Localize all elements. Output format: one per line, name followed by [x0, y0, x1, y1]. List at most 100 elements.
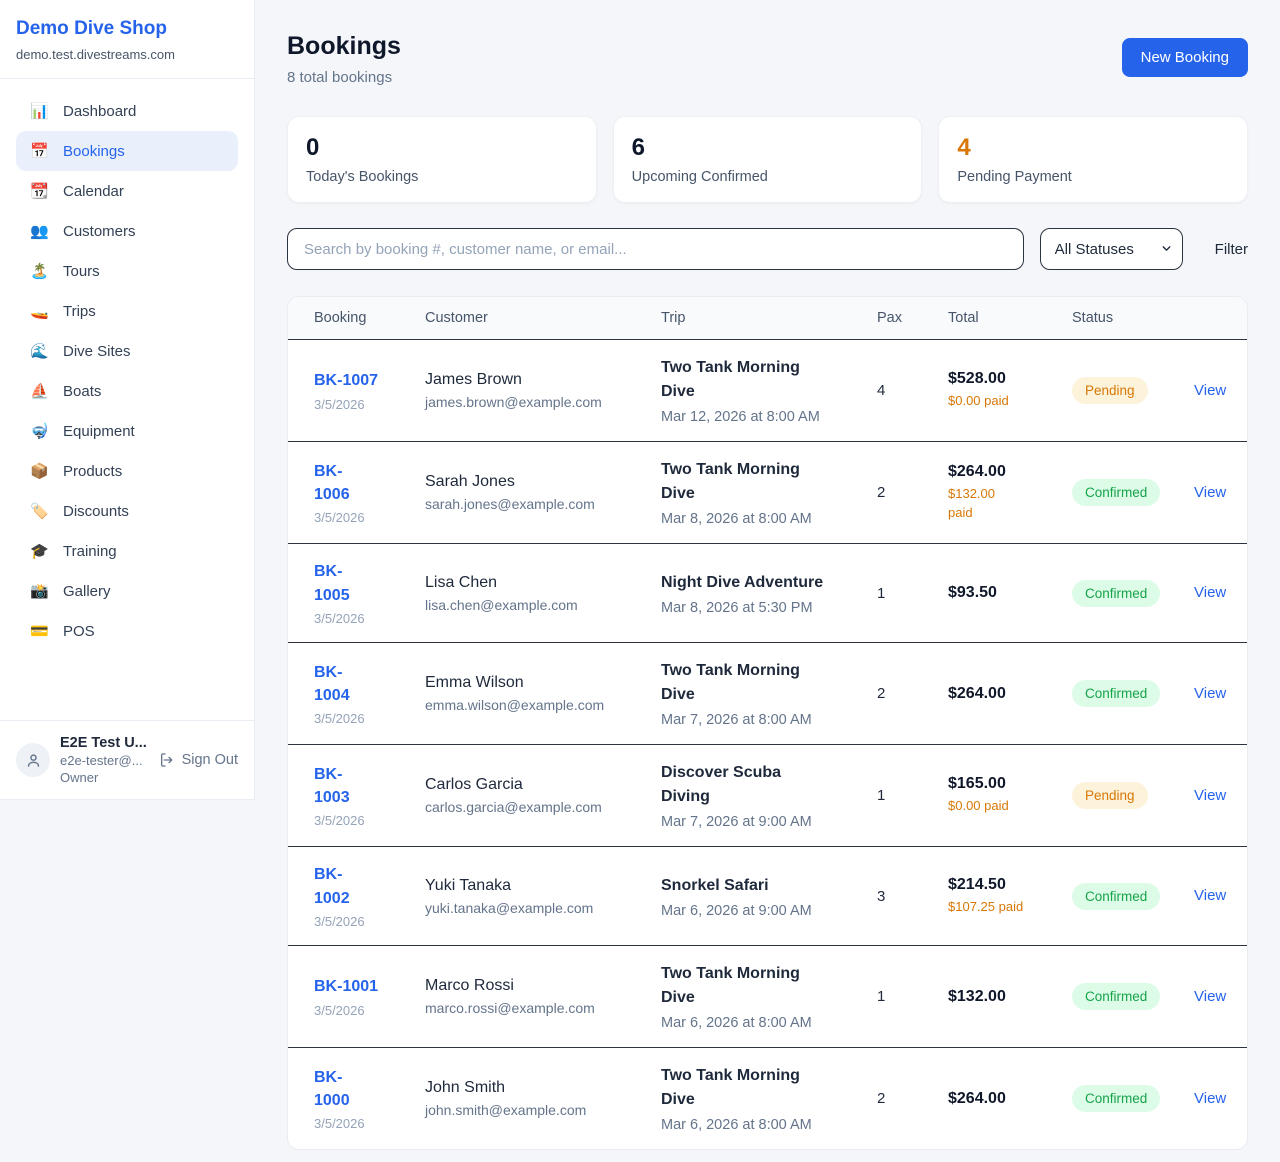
customer-name: Marco Rossi	[425, 977, 514, 994]
sidebar-item-bookings[interactable]: 📅 Bookings	[16, 131, 238, 171]
booking-cell: BK- 1006 3/5/2026	[314, 460, 425, 525]
total-cell: $214.50 $107.25 paid	[948, 876, 1072, 917]
trip-time: Mar 8, 2026 at 5:30 PM	[661, 599, 813, 616]
view-link[interactable]: View	[1194, 381, 1227, 399]
new-booking-button[interactable]: New Booking	[1121, 38, 1248, 77]
pax-cell: 1	[877, 584, 886, 602]
status-badge: Confirmed	[1072, 983, 1161, 1010]
customer-name: James Brown	[425, 371, 522, 388]
user-meta: E2E Test U... e2e-tester@... Owner	[60, 735, 149, 785]
trip-name: Two Tank Morning Dive	[661, 359, 800, 400]
booking-id-link[interactable]: BK- 1003	[314, 765, 350, 806]
page-subtitle: 8 total bookings	[287, 69, 393, 86]
view-link[interactable]: View	[1194, 987, 1227, 1005]
status-select[interactable]: All Statuses	[1039, 228, 1183, 270]
customer-cell: Sarah Jones sarah.jones@example.com	[425, 473, 661, 512]
pax-cell: 1	[877, 787, 886, 804]
status-badge: Confirmed	[1072, 1085, 1161, 1112]
column-header-trip: Trip	[661, 310, 686, 326]
booking-id-link[interactable]: BK- 1002	[314, 866, 350, 907]
trip-time: Mar 6, 2026 at 8:00 AM	[661, 1117, 812, 1133]
view-link[interactable]: View	[1194, 887, 1227, 904]
sidebar-item-trips[interactable]: 🚤 Trips	[30, 302, 96, 321]
brand-domain: demo.test.divestreams.com	[16, 47, 175, 62]
customer-name: Lisa Chen	[425, 573, 498, 591]
status-cell: Confirmed	[1072, 680, 1194, 707]
stat-value: 4	[957, 134, 971, 161]
table-row: BK- 1000 3/5/2026 John Smith john.smith@e…	[288, 1048, 1247, 1149]
tear-off-calendar-icon: 📆	[30, 183, 49, 200]
sidebar-item-dive-sites[interactable]: 🌊 Dive Sites	[30, 342, 131, 361]
sidebar-item-calendar[interactable]: 📆 Calendar	[30, 182, 124, 201]
booking-id-link[interactable]: BK- 1006	[314, 462, 350, 503]
booking-date: 3/5/2026	[314, 510, 365, 526]
trip-cell: Night Dive Adventure Mar 8, 2026 at 5:30…	[661, 571, 877, 616]
booking-cell: BK- 1004 3/5/2026	[314, 661, 425, 726]
view-link[interactable]: View	[1194, 786, 1227, 804]
view-link[interactable]: View	[1194, 1089, 1227, 1107]
actions-cell: View	[1194, 382, 1239, 400]
sidebar-item-tours[interactable]: 🏝️ Tours	[30, 262, 100, 281]
total-cell: $93.50	[948, 584, 1072, 602]
search-input[interactable]	[287, 228, 1024, 270]
pax-cell: 2	[877, 484, 886, 501]
credit-card-icon: 💳	[30, 623, 49, 640]
status-cell: Pending	[1072, 782, 1194, 809]
booking-id-link[interactable]: BK- 1000	[314, 1068, 350, 1109]
status-cell: Confirmed	[1072, 479, 1194, 506]
customer-cell: Yuki Tanaka yuki.tanaka@example.com	[425, 877, 661, 916]
view-link[interactable]: View	[1194, 483, 1227, 501]
stat-label: Upcoming Confirmed	[631, 169, 768, 185]
trip-cell: Two Tank Morning Dive Mar 8, 2026 at 8:0…	[661, 458, 877, 527]
booking-id-link[interactable]: BK- 1005	[314, 563, 350, 604]
filter-button[interactable]: Filter	[1214, 240, 1248, 258]
total-amount: $214.50	[948, 875, 1006, 893]
total-amount: $528.00	[948, 370, 1006, 388]
column-header-customer: Customer	[425, 310, 488, 326]
customer-email: marco.rossi@example.com	[425, 1000, 595, 1016]
booking-id-link[interactable]: BK- 1004	[314, 663, 350, 704]
total-cell: $264.00	[948, 685, 1072, 703]
paid-amount: $0.00 paid	[948, 393, 1009, 409]
page-title: Bookings	[287, 32, 401, 60]
wave-icon: 🌊	[30, 343, 49, 360]
customer-cell: Carlos Garcia carlos.garcia@example.com	[425, 776, 661, 815]
booking-date: 3/5/2026	[314, 913, 365, 929]
booking-date: 3/5/2026	[314, 813, 365, 829]
booking-cell: BK- 1000 3/5/2026	[314, 1066, 425, 1131]
view-link[interactable]: View	[1194, 684, 1227, 702]
sidebar-item-dashboard[interactable]: 📊 Dashboard	[30, 102, 137, 121]
status-badge: Pending	[1072, 377, 1148, 404]
diving-mask-icon: 🤿	[30, 423, 49, 440]
sidebar-item-discounts[interactable]: 🏷️ Discounts	[30, 502, 129, 521]
customer-email: carlos.garcia@example.com	[425, 799, 602, 815]
trip-time: Mar 12, 2026 at 8:00 AM	[661, 409, 820, 425]
booking-id-link[interactable]: BK-1001	[314, 978, 379, 996]
island-icon: 🏝️	[30, 263, 49, 280]
booking-cell: BK-1001 3/5/2026	[314, 975, 425, 1017]
status-select-wrap: All Statuses	[1039, 228, 1183, 270]
status-cell: Pending	[1072, 377, 1194, 404]
trip-cell: Two Tank Morning Dive Mar 12, 2026 at 8:…	[661, 356, 877, 425]
table-row: BK- 1003 3/5/2026 Carlos Garcia carlos.ga…	[288, 745, 1247, 847]
sidebar-item-training[interactable]: 🎓 Training	[30, 542, 117, 561]
table-row: BK-1001 3/5/2026 Marco Rossi marco.rossi…	[288, 946, 1247, 1048]
view-link[interactable]: View	[1194, 584, 1227, 601]
customer-email: sarah.jones@example.com	[425, 496, 595, 512]
table-row: BK- 1005 3/5/2026 Lisa Chen lisa.chen@exa…	[288, 544, 1247, 643]
sidebar-item-equipment[interactable]: 🤿 Equipment	[30, 422, 135, 441]
sidebar-item-pos[interactable]: 💳 POS	[30, 622, 95, 641]
booking-id-link[interactable]: BK-1007	[314, 372, 379, 390]
sign-out-button[interactable]: Sign Out	[159, 752, 238, 768]
sidebar-item-products[interactable]: 📦 Products	[30, 462, 123, 481]
status-cell: Confirmed	[1072, 1085, 1194, 1112]
sidebar-item-gallery[interactable]: 📸 Gallery	[30, 582, 111, 601]
booking-date: 3/5/2026	[314, 1116, 365, 1132]
sidebar-item-boats[interactable]: ⛵ Boats	[30, 382, 102, 401]
trip-cell: Two Tank Morning Dive Mar 6, 2026 at 8:0…	[661, 1064, 877, 1133]
actions-cell: View	[1194, 685, 1239, 703]
booking-date: 3/5/2026	[314, 1002, 365, 1018]
total-amount: $264.00	[948, 1089, 1006, 1107]
people-icon: 👥	[30, 223, 49, 240]
sidebar-item-customers[interactable]: 👥 Customers	[30, 222, 136, 241]
